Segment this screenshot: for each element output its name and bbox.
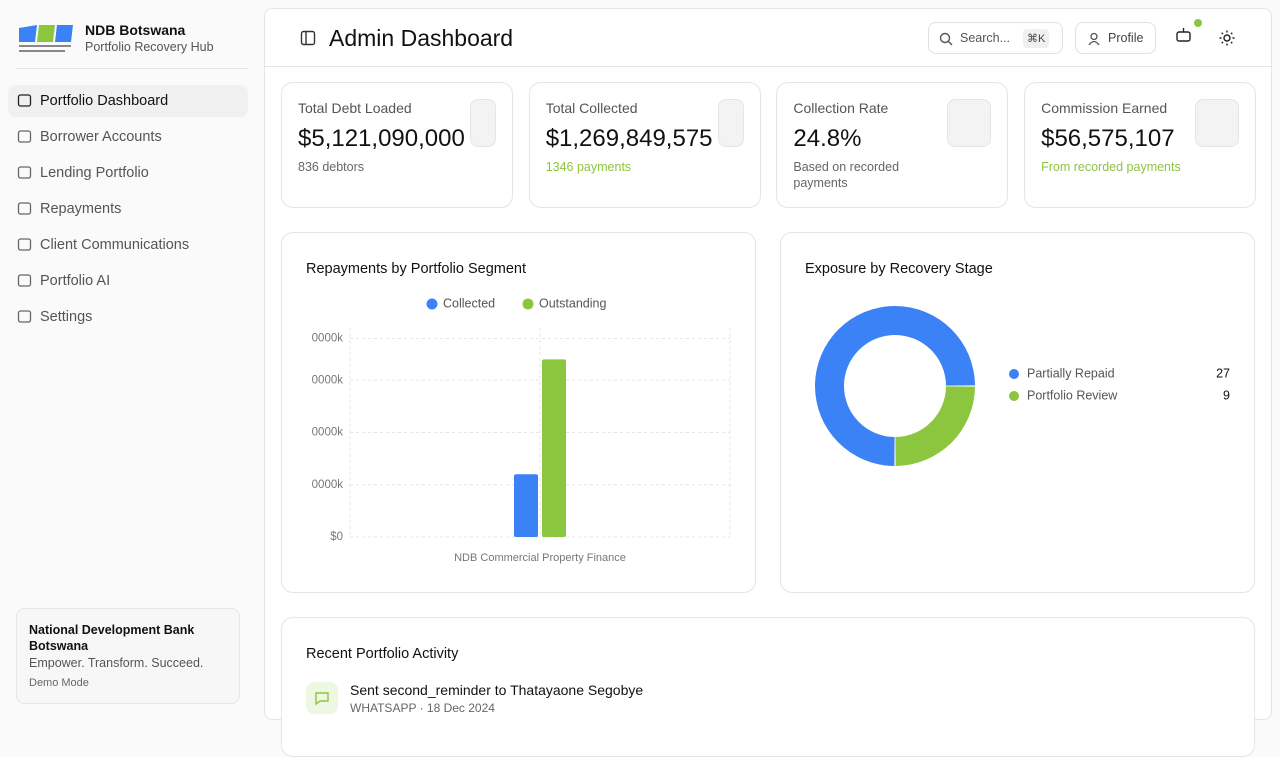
y-tick-label: 0000k	[312, 332, 344, 344]
stat-icon	[947, 99, 991, 147]
stat-card: Commission Earned $56,575,107 From recorde…	[1024, 82, 1256, 208]
stat-icon	[1195, 99, 1239, 147]
stat-label: Total Debt Loaded	[298, 100, 412, 116]
stat-icon	[718, 99, 744, 147]
logo	[17, 22, 75, 54]
mode: Demo Mode	[29, 677, 89, 689]
stat-label: Total Collected	[546, 100, 638, 116]
y-tick-label: 0000k	[312, 479, 344, 491]
sidebar: NDB Botswana Portfolio Recovery Hub Port…	[0, 0, 264, 720]
activity-title: Recent Portfolio Activity	[306, 646, 458, 662]
chart-title: Exposure by Recovery Stage	[805, 261, 993, 277]
stat-note: 836 debtors	[298, 159, 498, 175]
legend-value: 27	[1216, 366, 1230, 380]
theme-toggle[interactable]	[1219, 30, 1235, 46]
divider	[16, 68, 248, 69]
activity-text: Sent second_reminder to Thatayaone Segob…	[350, 682, 643, 698]
nav-icon	[17, 93, 32, 108]
stat-value: $5,121,090,000	[298, 125, 465, 153]
nav-icon	[17, 201, 32, 216]
x-tick-label: NDB Commercial Property Finance	[454, 552, 626, 564]
bar	[542, 359, 566, 537]
y-tick-label: $0	[330, 531, 343, 543]
nav-label: Lending Portfolio	[40, 165, 149, 181]
stat-value: 24.8%	[793, 125, 861, 153]
shortcut: ⌘K	[1023, 29, 1049, 48]
ai-button[interactable]	[1175, 17, 1205, 47]
y-tick-label: 0000k	[312, 374, 344, 386]
stat-card: Collection Rate 24.8% Based on recorded pa…	[776, 82, 1008, 208]
chart-title: Repayments by Portfolio Segment	[306, 261, 526, 277]
legend-marker	[523, 299, 534, 310]
org-card: National Development Bank Botswana Empow…	[16, 608, 240, 704]
nav-icon	[17, 237, 32, 252]
search-placeholder: Search...	[960, 31, 1010, 45]
pie-segment	[895, 386, 975, 466]
nav-icon	[17, 129, 32, 144]
stat-icon	[470, 99, 496, 147]
legend-marker	[1009, 369, 1019, 379]
stat-note: From recorded payments	[1041, 159, 1241, 175]
nav-item[interactable]: Borrower Accounts	[8, 121, 248, 153]
nav-item[interactable]: Repayments	[8, 193, 248, 225]
stat-value: $56,575,107	[1041, 125, 1174, 153]
nav-label: Portfolio AI	[40, 273, 110, 289]
activity-meta: WHATSAPP · 18 Dec 2024	[350, 701, 495, 715]
sidebar-toggle[interactable]	[300, 30, 316, 46]
legend-marker	[427, 299, 438, 310]
activity-icon	[306, 682, 338, 714]
org-tagline: Empower. Transform. Succeed.	[29, 656, 203, 670]
bar-card: Repayments by Portfolio Segment $0 0000k 00…	[281, 232, 756, 593]
nav-item[interactable]: Portfolio Dashboard	[8, 85, 248, 117]
nav-icon	[17, 273, 32, 288]
brand-subtitle: Portfolio Recovery Hub	[85, 40, 214, 54]
bar	[514, 474, 538, 537]
legend-marker	[1009, 391, 1019, 401]
stat-note: Based on recorded payments	[793, 159, 923, 191]
nav-item[interactable]: Settings	[8, 301, 248, 333]
nav-item[interactable]: Client Communications	[8, 229, 248, 261]
nav-label: Portfolio Dashboard	[40, 93, 168, 109]
profile-label: Profile	[1108, 31, 1143, 45]
bar-chart: Repayments by Portfolio Segment $0 0000k 00…	[282, 233, 755, 592]
legend-label: Partially Repaid	[1027, 366, 1115, 380]
nav-label: Repayments	[40, 201, 121, 217]
pie-chart: Exposure by Recovery Stage Partially Repa…	[781, 233, 1254, 592]
page: NDB Botswana Portfolio Recovery Hub Port…	[0, 0, 1280, 720]
page-title: Admin Dashboard	[329, 25, 513, 52]
legend-label: Outstanding	[539, 296, 606, 310]
activity-card: Recent Portfolio Activity Sent second_re…	[281, 617, 1255, 757]
pie-card: Exposure by Recovery Stage Partially Repa…	[780, 232, 1255, 593]
legend-value: 9	[1223, 388, 1230, 402]
nav-label: Borrower Accounts	[40, 129, 162, 145]
stat-value: $1,269,849,575	[546, 125, 713, 153]
y-tick-label: 0000k	[312, 427, 344, 439]
nav-item[interactable]: Portfolio AI	[8, 265, 248, 297]
stat-label: Commission Earned	[1041, 100, 1167, 116]
nav-label: Settings	[40, 309, 92, 325]
nav-label: Client Communications	[40, 237, 189, 253]
brand: NDB Botswana	[85, 22, 185, 38]
org-name: National Development Bank Botswana	[29, 622, 219, 654]
stat-card: Total Collected $1,269,849,575 1346 paymen…	[529, 82, 761, 208]
nav-icon	[17, 165, 32, 180]
profile-button[interactable]: Profile	[1075, 22, 1156, 54]
stat-card: Total Debt Loaded $5,121,090,000 836 debto…	[281, 82, 513, 208]
legend-label: Portfolio Review	[1027, 388, 1118, 402]
stat-note: 1346 payments	[546, 159, 746, 175]
search[interactable]: Search... ⌘K	[928, 22, 1063, 54]
nav-icon	[17, 309, 32, 324]
header-divider	[265, 66, 1272, 67]
stat-label: Collection Rate	[793, 100, 888, 116]
nav-item[interactable]: Lending Portfolio	[8, 157, 248, 189]
legend-label: Collected	[443, 296, 495, 310]
